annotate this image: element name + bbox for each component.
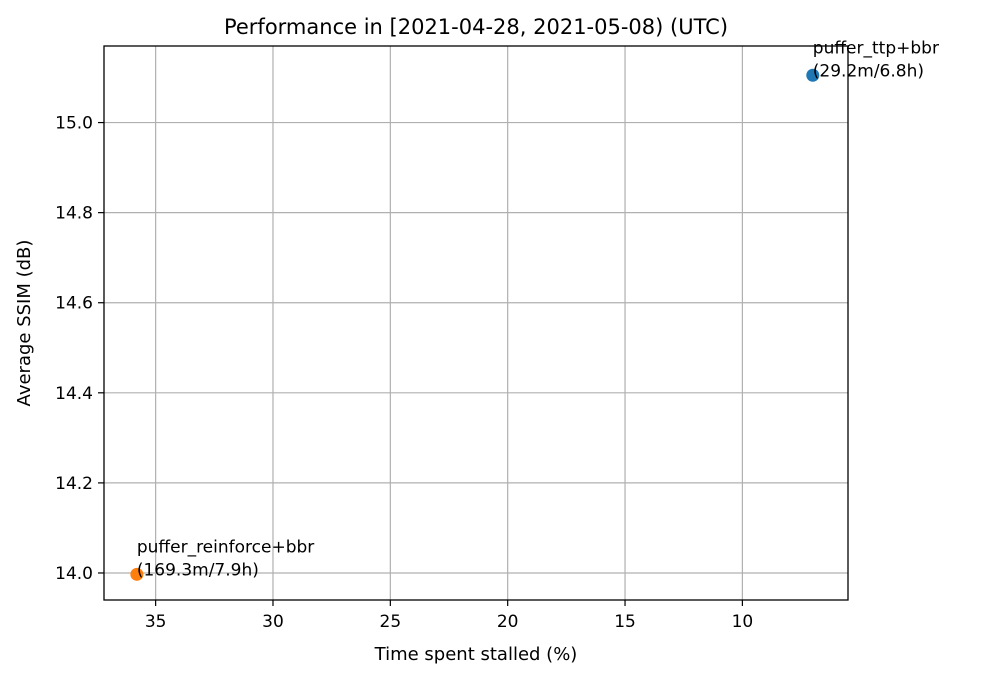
point-label-stats: (169.3m/7.9h): [137, 560, 259, 580]
x-tick-label: 25: [380, 612, 402, 632]
x-tick-label: 35: [145, 612, 167, 632]
data-point: [130, 567, 144, 581]
data-points: puffer_ttp+bbr (29.2m/6.8h) puffer_reinfor…: [130, 38, 939, 581]
y-tick-label: 14.8: [55, 204, 93, 224]
x-tick-label: 15: [614, 612, 636, 632]
point-label-name: puffer_reinforce+bbr: [137, 537, 314, 557]
grid: [104, 46, 848, 600]
data-point: [806, 68, 820, 82]
x-tick-label: 10: [732, 612, 754, 632]
x-tick-label: 30: [262, 612, 284, 632]
y-tick-label: 15.0: [55, 114, 93, 134]
plot-frame: [103, 45, 849, 601]
y-tick-label: 14.0: [55, 564, 93, 584]
point-label-name: puffer_ttp+bbr: [813, 38, 939, 58]
chart-title: Performance in [2021-04-28, 2021-05-08) …: [224, 15, 728, 39]
point-label-stats: (29.2m/6.8h): [813, 61, 924, 81]
y-tick-label: 14.6: [55, 294, 93, 314]
x-tick-label: 20: [497, 612, 519, 632]
axis-ticks: 35 30 25 20 15 10 14.0 14.2 14.4 14.6 14.8 15.0: [55, 114, 753, 632]
y-tick-label: 14.2: [55, 474, 93, 494]
x-axis-label: Time spent stalled (%): [374, 644, 578, 665]
y-tick-label: 14.4: [55, 384, 93, 404]
y-axis-label: Average SSIM (dB): [14, 240, 35, 407]
